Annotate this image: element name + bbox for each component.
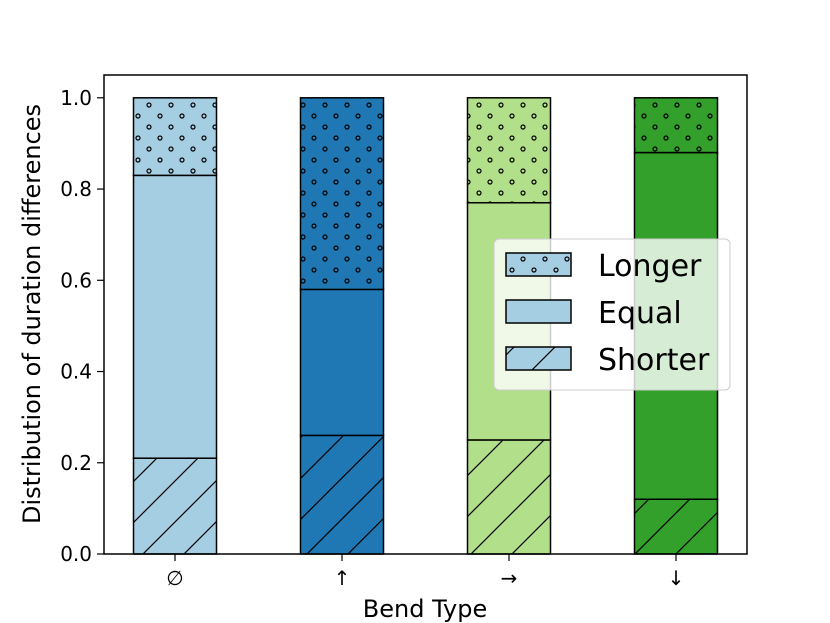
legend-swatch-longer: [505, 252, 572, 277]
y-axis-label: Distribution of duration differences: [18, 104, 46, 524]
legend-label-equal: Equal: [598, 296, 682, 331]
bar-equal-2: [299, 288, 385, 437]
y-tick-label: 0.6: [60, 268, 92, 292]
y-tick-label: 0.4: [60, 360, 92, 384]
legend-swatch-shorter: [505, 346, 572, 371]
bar-longer-2: [299, 97, 385, 291]
bar-shorter-3: [466, 439, 552, 555]
bar-longer-1: [132, 97, 218, 177]
x-tick-label: ↓: [668, 566, 685, 590]
bar-shorter-4: [633, 498, 719, 555]
bar-longer-3: [466, 97, 552, 204]
y-axis: 0.0 0.2 0.4 0.6 0.8 1.0: [60, 86, 104, 566]
legend-label-longer: Longer: [598, 249, 702, 284]
x-tick-label: ∅: [166, 566, 183, 590]
bar-shorter-1: [132, 457, 218, 555]
y-tick-label: 1.0: [60, 86, 92, 110]
bar-shorter-2: [299, 434, 385, 555]
legend-label-shorter: Shorter: [598, 343, 710, 378]
y-tick-label: 0.0: [60, 542, 92, 566]
legend-swatch-equal: [505, 299, 572, 324]
y-tick-label: 0.8: [60, 177, 92, 201]
plot-frame: [103, 74, 748, 555]
x-tick-label: ↑: [334, 566, 351, 590]
x-tick-label: →: [501, 566, 518, 590]
x-axis: ∅ ↑ → ↓: [166, 554, 684, 590]
y-tick-label: 0.2: [60, 451, 92, 475]
x-axis-label: Bend Type: [363, 595, 487, 623]
legend: Longer Equal Shorter: [493, 238, 731, 391]
bar-equal-1: [132, 174, 218, 459]
bar-longer-4: [633, 97, 719, 154]
